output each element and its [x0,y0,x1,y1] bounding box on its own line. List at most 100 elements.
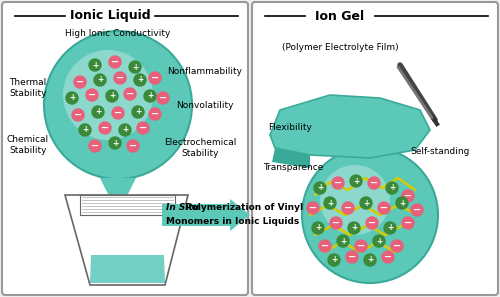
Circle shape [149,108,161,120]
Text: Flexibility: Flexibility [268,124,312,132]
Text: (Polymer Electrolyte Film): (Polymer Electrolyte Film) [282,43,399,53]
Ellipse shape [63,50,153,140]
Text: +: + [69,94,75,102]
Text: −: − [101,123,109,133]
Text: −: − [413,205,421,215]
Circle shape [149,72,161,84]
Circle shape [109,56,121,68]
Circle shape [99,122,111,134]
Circle shape [157,92,169,104]
Text: +: + [389,184,395,192]
Circle shape [94,74,106,86]
Text: +: + [331,255,337,265]
Text: Polymerization of Vinyl: Polymerization of Vinyl [185,203,303,212]
Text: Thermal
Stability: Thermal Stability [9,78,47,98]
Text: −: − [332,218,340,228]
Circle shape [89,140,101,152]
Text: −: − [321,241,329,251]
Circle shape [79,124,91,136]
Polygon shape [90,255,165,283]
Text: +: + [109,91,115,100]
Text: −: − [348,252,356,262]
Circle shape [384,222,396,234]
Text: +: + [376,236,382,246]
Circle shape [346,251,358,263]
Circle shape [328,254,340,266]
Circle shape [382,251,394,263]
Circle shape [350,175,362,187]
Circle shape [92,106,104,118]
Text: −: − [344,203,352,213]
Text: +: + [92,61,98,69]
Text: −: − [404,218,412,228]
Text: −: − [114,108,122,118]
Circle shape [312,222,324,234]
Circle shape [386,182,398,194]
Circle shape [124,88,136,100]
Polygon shape [346,157,392,180]
Text: Nonvolatility: Nonvolatility [176,100,234,110]
Text: Ion Gel: Ion Gel [316,10,364,23]
FancyArrow shape [162,199,250,231]
Circle shape [364,254,376,266]
Text: −: − [139,123,147,133]
FancyBboxPatch shape [252,2,498,295]
Circle shape [134,74,146,86]
Text: −: − [380,203,388,213]
Text: −: − [357,241,365,251]
Text: −: − [404,191,412,201]
Ellipse shape [302,147,438,283]
Text: +: + [137,75,143,85]
Circle shape [109,137,121,149]
Circle shape [132,106,144,118]
Text: +: + [327,198,333,208]
Circle shape [106,90,118,102]
Circle shape [330,217,342,229]
Text: +: + [112,138,118,148]
Text: Monomers in Ionic Liquids: Monomers in Ionic Liquids [166,217,299,225]
Polygon shape [272,148,310,168]
Text: −: − [91,141,99,151]
Circle shape [348,222,360,234]
Circle shape [86,89,98,101]
Circle shape [366,217,378,229]
Circle shape [119,124,131,136]
Circle shape [402,217,414,229]
Circle shape [129,61,141,73]
Circle shape [373,235,385,247]
Text: −: − [151,73,159,83]
Text: Electrochemical
Stability: Electrochemical Stability [164,138,236,158]
Text: Ionic Liquid: Ionic Liquid [70,10,150,23]
Polygon shape [270,95,430,158]
Text: +: + [95,108,101,116]
Circle shape [411,204,423,216]
Circle shape [112,107,124,119]
Text: +: + [399,198,405,208]
Circle shape [402,190,414,202]
Text: −: − [116,73,124,83]
Text: −: − [129,141,137,151]
Circle shape [72,109,84,121]
Text: +: + [351,224,357,233]
Text: +: + [132,62,138,72]
Circle shape [74,76,86,88]
Text: Self-standing: Self-standing [410,148,470,157]
Text: −: − [111,57,119,67]
Text: −: − [368,218,376,228]
Circle shape [314,182,326,194]
Circle shape [391,240,403,252]
Circle shape [342,202,354,214]
Circle shape [114,72,126,84]
Text: +: + [317,184,323,192]
Text: −: − [393,241,401,251]
FancyBboxPatch shape [2,2,248,295]
Text: +: + [363,198,369,208]
Text: High Ionic Conductivity: High Ionic Conductivity [66,29,170,37]
Circle shape [355,240,367,252]
Text: −: − [151,109,159,119]
Text: −: − [370,178,378,188]
Text: In Situ: In Situ [166,203,199,212]
Ellipse shape [320,165,390,235]
Polygon shape [80,195,175,215]
Circle shape [144,90,156,102]
